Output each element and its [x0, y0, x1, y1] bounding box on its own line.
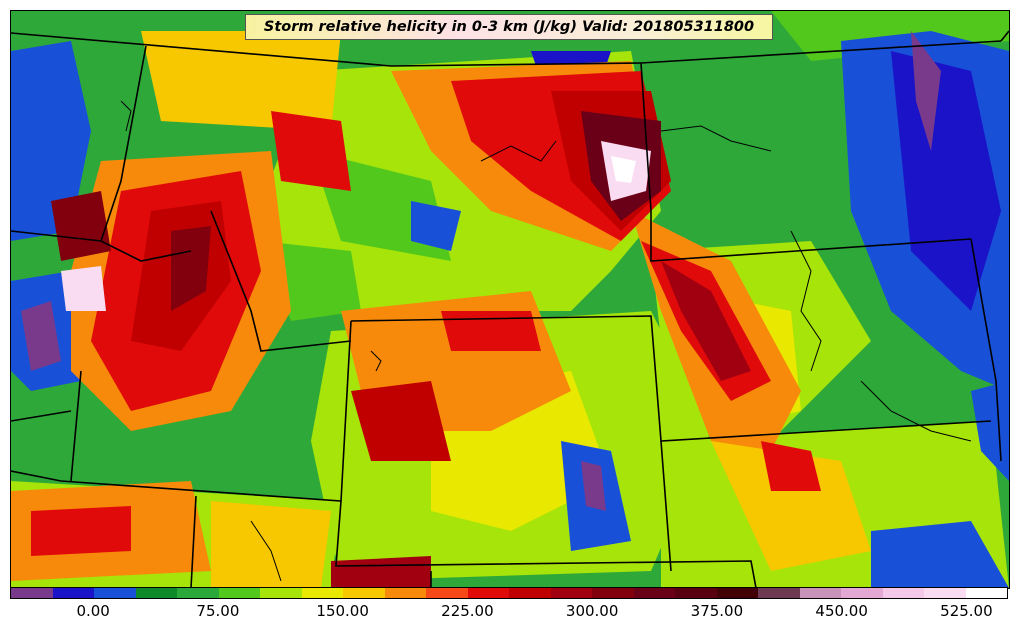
- colorbar-segment: [260, 588, 302, 598]
- helicity-map: [11, 11, 1009, 588]
- colorbar-segment: [218, 588, 260, 598]
- colorbar-segment: [343, 588, 385, 598]
- colorbar-segment: [882, 588, 924, 598]
- colorbar-segment: [633, 588, 675, 598]
- water-features: [120, 100, 972, 582]
- colorbar-segment: [550, 588, 592, 598]
- colorbar-segment: [675, 588, 717, 598]
- colorbar-tick-label: 75.00: [196, 602, 240, 620]
- colorbar-tick-label: 450.00: [815, 602, 868, 620]
- colorbar-segment: [716, 588, 758, 598]
- colorbar-segment: [758, 588, 800, 598]
- colorbar-segment: [384, 588, 426, 598]
- colorbar-segment: [799, 588, 841, 598]
- colorbar-segment: [426, 588, 468, 598]
- colorbar-segment: [94, 588, 136, 598]
- colorbar-segment: [924, 588, 966, 598]
- colorbar-tick-label: 150.00: [316, 602, 369, 620]
- colorbar-segment: [52, 588, 94, 598]
- field-high-helicity: [31, 71, 821, 588]
- colorbar-labels: 0.00 75.00 150.00 225.00 300.00 375.00 450.00 5…: [10, 602, 1008, 622]
- colorbar-tick-label: 225.00: [441, 602, 494, 620]
- colorbar-segment: [135, 588, 177, 598]
- colorbar-segment: [11, 588, 53, 598]
- colorbar-segment: [841, 588, 883, 598]
- colorbar-segment: [509, 588, 551, 598]
- colorbar-tick-label: 0.00: [76, 602, 110, 620]
- colorbar-segment: [177, 588, 219, 598]
- map-frame: [10, 10, 1010, 589]
- colorbar-segment: [467, 588, 509, 598]
- state-boundaries: [11, 30, 1009, 588]
- colorbar-tick-label: 300.00: [565, 602, 619, 620]
- colorbar-segment: [592, 588, 634, 598]
- colorbar-tick-label: 375.00: [690, 602, 744, 620]
- colorbar-segment: [301, 588, 343, 598]
- colorbar-tick-label: 525.00: [940, 602, 993, 620]
- map-title: Storm relative helicity in 0-3 km (J/kg)…: [245, 14, 773, 40]
- colorbar: [10, 587, 1008, 599]
- colorbar-segment: [965, 588, 1007, 598]
